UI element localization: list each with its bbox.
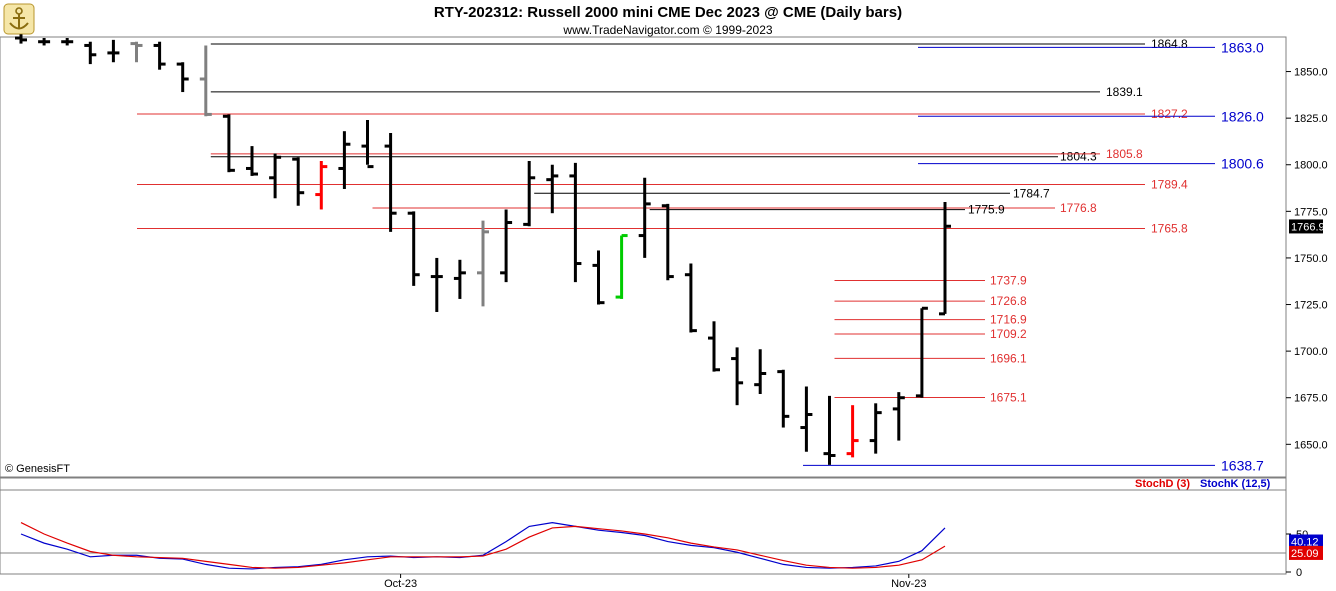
ohlc-bar <box>915 306 928 398</box>
last-price-value: 1766.9 <box>1291 221 1325 233</box>
level-label: 1775.9 <box>968 203 1005 217</box>
ohlc-bar <box>38 38 51 46</box>
level-label: 1827.2 <box>1151 107 1188 121</box>
y-tick-label: 1675.0 <box>1294 393 1328 405</box>
stochk-value: 40.12 <box>1291 537 1319 549</box>
ohlc-bar <box>384 133 397 232</box>
level-label: 1805.8 <box>1106 147 1143 161</box>
level-label: 1839.1 <box>1106 85 1143 99</box>
ohlc-bar <box>222 114 235 173</box>
y-tick-label: 1850.0 <box>1294 67 1328 79</box>
level-label: 1737.9 <box>990 273 1027 287</box>
ohlc-bar <box>823 395 836 465</box>
y-tick-label: 1800.0 <box>1294 160 1328 172</box>
x-tick-label: Oct-23 <box>384 578 417 590</box>
y-tick-label: 1775.0 <box>1294 206 1328 218</box>
price-panel <box>0 36 1287 478</box>
level-label: 1776.8 <box>1060 201 1097 215</box>
ohlc-bar <box>708 321 720 372</box>
ohlc-bar <box>315 161 328 210</box>
level-label: 1716.9 <box>990 313 1027 327</box>
ohlc-bar <box>846 405 859 458</box>
ohlc-bar <box>153 41 166 70</box>
level-label: 1784.7 <box>1013 186 1050 200</box>
stoch-legend-item: StochK (12,5) <box>1200 478 1271 490</box>
levels-layer: 1864.8 1839.1 1827.2 1804.3 1805.8 1789.4 1784… <box>137 37 1264 473</box>
stoch-legend-item: StochD (3) <box>1135 478 1190 490</box>
time-axis: Oct-23 Nov-23 <box>384 574 927 590</box>
stoch-series-line <box>20 521 946 570</box>
ohlc-bar <box>731 347 744 406</box>
ohlc-bar <box>523 161 536 227</box>
ohlc-bar <box>569 162 582 283</box>
level-label: 1709.2 <box>990 327 1027 341</box>
ohlc-bar <box>869 403 882 454</box>
ohlc-bar <box>269 153 282 199</box>
y-tick-label: 1700.0 <box>1294 346 1328 358</box>
level-label: 1675.1 <box>990 391 1027 405</box>
blue-level-label: 1800.6 <box>1221 156 1264 172</box>
chart-title: RTY-202312: Russell 2000 mini CME Dec 20… <box>434 4 902 21</box>
anchor-icon <box>3 3 35 35</box>
bars-layer <box>15 34 951 465</box>
ohlc-bar <box>754 349 767 394</box>
ohlc-bar <box>292 157 305 206</box>
ohlc-bar <box>453 259 466 299</box>
stoch-tick-label: 0 <box>1296 567 1302 579</box>
ohlc-bar <box>407 211 420 286</box>
ohlc-bar <box>176 62 189 93</box>
level-label: 1789.4 <box>1151 177 1188 191</box>
ohlc-bar <box>61 38 74 46</box>
ohlc-bar <box>546 164 559 214</box>
chart-subtitle: www.TradeNavigator.com © 1999-2023 <box>562 23 772 37</box>
ohlc-bar <box>107 39 120 63</box>
level-label: 1765.8 <box>1151 221 1188 235</box>
ohlc-bar <box>477 220 489 307</box>
ohlc-bar <box>199 45 212 117</box>
ohlc-bar <box>361 120 374 169</box>
y-tick-label: 1650.0 <box>1294 439 1328 451</box>
ohlc-bar <box>130 41 143 63</box>
x-tick-label: Nov-23 <box>891 578 926 590</box>
copyright-label: © GenesisFT <box>5 463 70 475</box>
blue-level-label: 1826.0 <box>1221 108 1264 124</box>
stoch-series-line <box>20 522 946 569</box>
ohlc-bar <box>939 202 951 316</box>
level-label: 1726.8 <box>990 294 1027 308</box>
ohlc-bar <box>661 203 674 281</box>
stochd-badge <box>1289 545 1323 560</box>
y-tick-label: 1750.0 <box>1294 253 1328 265</box>
ohlc-bar <box>615 234 628 299</box>
y-tick-label: 1725.0 <box>1294 300 1328 312</box>
level-label: 1864.8 <box>1151 37 1188 51</box>
y-tick-label: 1825.0 <box>1294 113 1328 125</box>
ohlc-bar <box>15 34 27 44</box>
ohlc-bar <box>338 131 351 189</box>
stoch-panel <box>0 477 1287 575</box>
level-label: 1804.3 <box>1060 150 1097 164</box>
ohlc-bar <box>777 369 790 428</box>
ohlc-bar <box>84 41 97 65</box>
ohlc-bar <box>800 386 813 452</box>
blue-level-label: 1863.0 <box>1221 39 1264 55</box>
ohlc-bar <box>500 209 513 283</box>
stochk-badge <box>1289 534 1323 549</box>
ohlc-bar <box>430 257 443 312</box>
ohlc-bar <box>592 250 605 305</box>
stochd-value: 25.09 <box>1291 548 1319 560</box>
blue-level-label: 1638.7 <box>1221 457 1264 473</box>
ohlc-bar <box>892 392 905 441</box>
ohlc-bar <box>684 263 697 333</box>
level-label: 1696.1 <box>990 351 1027 365</box>
ohlc-bar <box>246 146 258 176</box>
ohlc-bar <box>638 177 651 258</box>
last-price-badge <box>1289 219 1323 234</box>
price-axis: 1850.0 1825.0 1800.0 1775.0 1750.0 1725.0 1700… <box>1286 67 1328 451</box>
